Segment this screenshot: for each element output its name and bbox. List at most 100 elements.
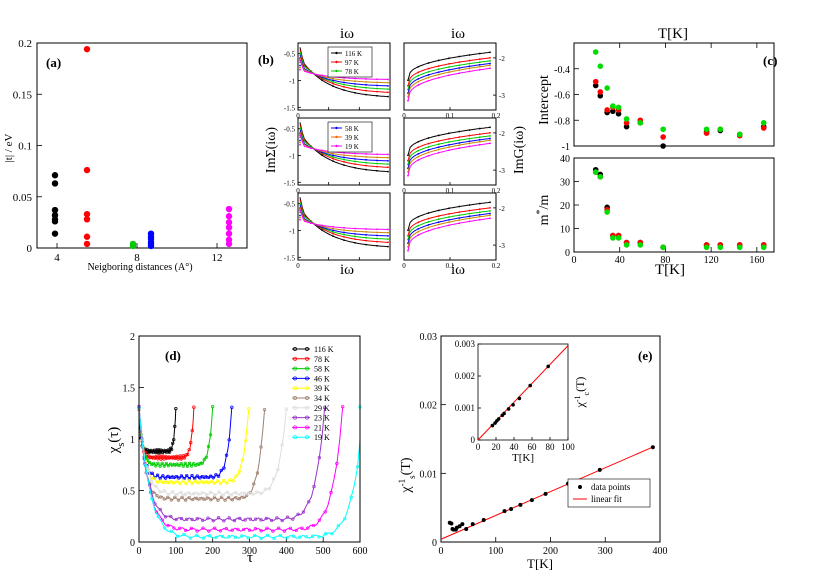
sigma-marker: [387, 95, 389, 98]
subplot-5: -2 -3 0 0.1 0.2: [402, 192, 505, 270]
y-tick-label: -1: [289, 153, 295, 161]
data-point-black: [51, 180, 59, 187]
greens-marker: [407, 174, 409, 177]
greens-marker: [417, 146, 420, 149]
sigma-marker: [354, 157, 356, 160]
series-marker: [173, 495, 177, 499]
sigma-marker: [376, 156, 378, 159]
intercept-point-red: [597, 89, 604, 95]
series-line: [138, 407, 361, 539]
sigma-marker: [376, 87, 378, 90]
panel-a-ylabel: |t| / eV: [3, 134, 15, 163]
intercept-point-black: [615, 111, 622, 117]
greens-marker: [458, 61, 461, 64]
greens-marker: [489, 214, 491, 217]
intercept-point-green: [637, 120, 644, 126]
greens-marker: [458, 147, 461, 150]
x-tick-label: 400: [279, 546, 294, 557]
sigma-marker: [376, 94, 378, 97]
sigma-marker: [299, 141, 301, 144]
intercept-point-green: [703, 126, 710, 133]
series-marker: [172, 526, 176, 530]
sigma-marker: [354, 88, 356, 91]
series-marker: [265, 533, 270, 537]
greens-marker: [478, 215, 481, 218]
legend-entry: 46 K: [314, 374, 330, 383]
inset-data-point: [490, 423, 495, 428]
sigma-curve: [299, 199, 389, 243]
greens-marker: [427, 67, 430, 70]
greens-marker: [468, 54, 471, 56]
y-tick-label: 30: [560, 178, 570, 189]
greens-marker: [417, 227, 420, 230]
greens-marker: [427, 74, 430, 76]
sigma-marker: [321, 154, 323, 157]
series-marker: [206, 481, 210, 485]
intercept-point-green: [660, 126, 666, 133]
sigma-marker: [343, 154, 345, 157]
series-marker: [213, 493, 217, 497]
greens-marker: [427, 212, 430, 214]
sigma-marker: [376, 159, 378, 162]
panel-d-label: (d): [165, 348, 181, 363]
sigma-marker: [387, 91, 389, 94]
data-point-black: [51, 172, 59, 179]
greens-marker: [437, 140, 440, 142]
data-point: [543, 491, 548, 496]
legend-marker: [305, 405, 309, 410]
series-line: [138, 408, 250, 485]
sigma-marker: [387, 78, 389, 81]
greens-marker: [478, 143, 481, 146]
panel-b-bottom-label-left: iω: [340, 262, 354, 278]
y-tick-label: -1.5: [284, 254, 296, 262]
data-point-green: [129, 242, 137, 250]
subplot-frame: [297, 192, 391, 261]
sigma-marker: [387, 156, 389, 159]
data-point-blue: [147, 242, 155, 250]
legend-box: [567, 478, 651, 508]
x-tick-label: 200: [205, 546, 220, 557]
subplot-0: -0.5 -1 -1.50 116 K97 K78 K: [284, 42, 391, 120]
greens-marker: [489, 126, 491, 129]
data-point-red: [83, 210, 91, 218]
y-tick-label: -2: [499, 130, 505, 138]
panel-e-ylabel: χ-1s(T): [397, 457, 417, 493]
greens-marker: [427, 137, 430, 139]
sigma-marker: [365, 161, 367, 164]
mass-point-green: [615, 235, 622, 241]
sigma-marker: [387, 170, 389, 173]
sigma-marker: [321, 224, 323, 227]
series-marker: [164, 461, 169, 466]
panel-d: (d) τ χs(τ) 0 100 200 300 400 500 600 0 0.5 1 1.5 2…: [106, 332, 368, 566]
sigma-marker: [354, 77, 356, 80]
mass-point-green: [637, 242, 644, 248]
series-marker: [271, 529, 275, 533]
panel-c-title: T[K]: [658, 26, 688, 42]
sigma-marker: [343, 151, 345, 154]
greens-marker: [458, 144, 461, 147]
y-tick-label: 0.03: [420, 332, 438, 343]
series-marker: [227, 535, 231, 539]
data-point: [518, 502, 523, 507]
greens-marker: [458, 64, 461, 67]
x-tick-label: 100: [168, 546, 183, 557]
greens-marker: [478, 127, 481, 130]
y-tick-label: 0.1: [18, 141, 32, 153]
data-point: [509, 507, 514, 512]
panel-c-label: (c): [763, 53, 777, 68]
sigma-marker: [321, 229, 323, 232]
series-marker: [159, 479, 163, 483]
sigma-marker: [332, 79, 334, 82]
inset-ylabel: χ-1c(T): [573, 377, 591, 409]
x-tick-label: 0.1: [446, 112, 455, 120]
greens-marker: [437, 209, 440, 212]
mass-point-green: [660, 244, 666, 251]
greens-marker: [458, 214, 461, 217]
data-point-black: [51, 230, 59, 237]
series-marker: [242, 527, 246, 532]
sigma-marker: [387, 231, 389, 234]
intercept-point-green: [623, 116, 630, 122]
series-marker: [222, 478, 226, 483]
series-marker: [187, 477, 192, 481]
series-marker: [201, 526, 205, 530]
